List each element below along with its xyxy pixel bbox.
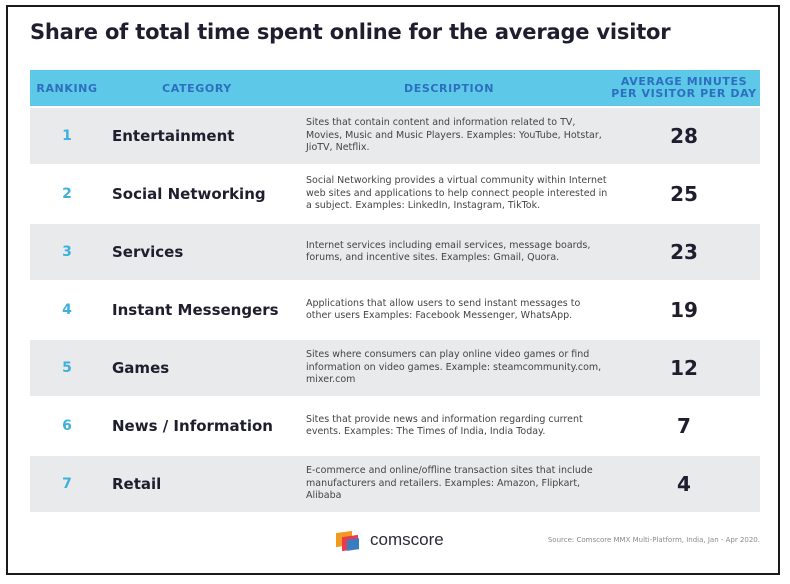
rank-cell: 5 [62, 360, 72, 376]
category-cell: Retail [112, 475, 162, 493]
header-description: DESCRIPTION [403, 81, 495, 95]
rank-cell: 6 [62, 418, 72, 434]
category-cell: News / Information [112, 417, 273, 435]
table-row: 1 Entertainment Sites that contain conte… [30, 108, 760, 164]
minutes-cell: 28 [670, 124, 698, 148]
header-category: CATEGORY [162, 81, 232, 95]
table-row: 5 Games Sites where consumers can play o… [30, 340, 760, 396]
header-minutes: AVERAGE MINUTES PER VISITOR PER DAY [608, 76, 760, 100]
table-row: 3 Services Internet services including e… [30, 224, 760, 280]
table-header: RANKING CATEGORY DESCRIPTION AVERAGE MIN… [30, 70, 760, 106]
category-cell: Instant Messengers [112, 301, 279, 319]
comscore-logo-icon [336, 530, 362, 552]
rank-cell: 3 [62, 244, 72, 260]
rank-cell: 1 [62, 128, 72, 144]
description-cell: Internet services including email servic… [306, 239, 591, 264]
description-cell: Sites that contain content and informati… [306, 117, 602, 154]
table-row: 7 Retail E-commerce and online/offline t… [30, 456, 760, 512]
minutes-cell: 25 [670, 182, 698, 206]
minutes-cell: 7 [677, 414, 691, 438]
header-ranking: RANKING [36, 81, 98, 95]
category-cell: Entertainment [112, 127, 235, 145]
description-cell: Sites where consumers can play online vi… [306, 349, 602, 386]
ranking-table: RANKING CATEGORY DESCRIPTION AVERAGE MIN… [30, 70, 760, 512]
chart-title: Share of total time spent online for the… [30, 20, 671, 44]
description-cell: Social Networking provides a virtual com… [306, 175, 608, 212]
category-cell: Games [112, 359, 170, 377]
minutes-cell: 12 [670, 356, 698, 380]
source-note: Source: Comscore MMX Multi-Platform, Ind… [547, 536, 760, 544]
minutes-cell: 19 [670, 298, 698, 322]
description-cell: Sites that provide news and information … [306, 413, 583, 438]
rank-cell: 7 [62, 476, 72, 492]
header-minutes-line1: AVERAGE MINUTES [620, 75, 748, 88]
comscore-logo: comscore [336, 530, 444, 552]
table-row: 6 News / Information Sites that provide … [30, 398, 760, 454]
rank-cell: 2 [62, 186, 72, 202]
category-cell: Social Networking [112, 185, 266, 203]
rank-cell: 4 [62, 302, 72, 318]
minutes-cell: 23 [670, 240, 698, 264]
logo-wordmark: comscore [370, 530, 444, 549]
header-minutes-line2: PER VISITOR PER DAY [611, 87, 757, 100]
description-cell: E-commerce and online/offline transactio… [306, 465, 593, 502]
minutes-cell: 4 [677, 472, 691, 496]
table-row: 2 Social Networking Social Networking pr… [30, 166, 760, 222]
description-cell: Applications that allow users to send in… [306, 297, 581, 322]
table-row: 4 Instant Messengers Applications that a… [30, 282, 760, 338]
category-cell: Services [112, 243, 184, 261]
